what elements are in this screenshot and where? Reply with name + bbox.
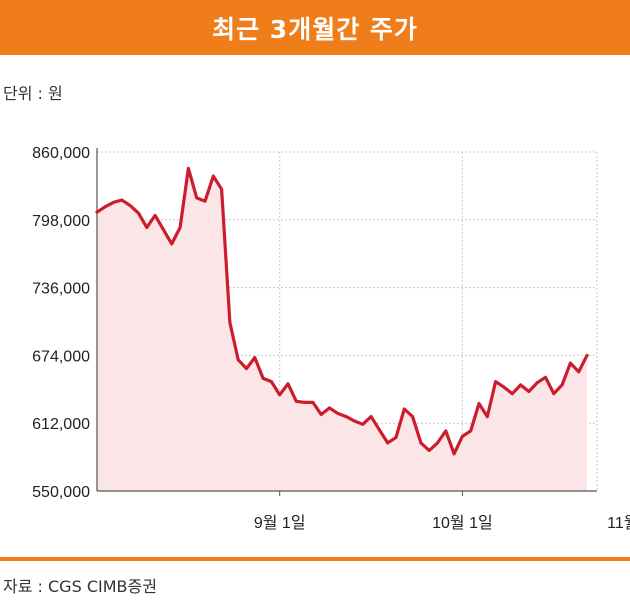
x-tick-label: 10월 1일 — [432, 514, 493, 532]
data-point — [386, 441, 390, 445]
data-point — [245, 367, 248, 370]
price-chart: 860,000 798,000 736,000 674,000 612,000 550,0… — [32, 145, 630, 532]
data-point — [153, 214, 157, 217]
data-point — [394, 436, 398, 439]
unit-label: 단위 : 원 — [3, 84, 63, 103]
data-point — [502, 385, 506, 389]
data-point — [162, 228, 165, 231]
data-point — [311, 401, 315, 404]
data-point — [303, 401, 306, 404]
data-point — [436, 441, 439, 445]
data-point — [444, 429, 448, 433]
data-point — [569, 361, 572, 365]
data-point — [112, 200, 115, 204]
data-point — [427, 449, 431, 452]
data-point — [120, 198, 124, 202]
price-line — [95, 166, 589, 456]
chart-header: 최근 3개월간 주가 — [0, 0, 630, 55]
data-point — [328, 406, 331, 410]
data-point — [369, 415, 373, 418]
data-point — [236, 358, 240, 362]
data-point — [411, 415, 414, 418]
data-point — [178, 226, 182, 229]
data-point — [187, 167, 190, 170]
data-point — [510, 392, 514, 396]
data-point — [485, 415, 489, 418]
data-point — [378, 428, 381, 432]
data-point — [195, 196, 199, 200]
data-point — [319, 413, 323, 416]
data-point — [261, 377, 265, 380]
data-point — [294, 399, 298, 403]
data-point — [477, 402, 481, 405]
data-point — [95, 210, 99, 214]
data-point — [361, 422, 365, 426]
data-point — [527, 390, 531, 393]
y-tick-label: 674,000 — [32, 348, 90, 365]
source-divider — [0, 557, 630, 561]
data-point — [544, 375, 547, 379]
data-point — [560, 383, 564, 387]
y-tick-label: 550,000 — [32, 484, 90, 501]
y-tick-label: 612,000 — [32, 416, 90, 433]
data-point — [519, 383, 522, 387]
x-tick-label: 9월 1일 — [254, 514, 306, 532]
data-point — [278, 393, 282, 397]
y-tick-label: 736,000 — [32, 281, 90, 298]
price-area — [97, 168, 587, 491]
data-point — [211, 174, 215, 178]
y-axis-ticks: 860,000 798,000 736,000 674,000 612,000 550,0… — [32, 145, 90, 501]
points-layer — [95, 167, 589, 456]
data-point — [103, 205, 107, 209]
chart-title: 최근 3개월간 주가 — [212, 14, 418, 44]
x-tick-label: 11월 1일 — [607, 514, 630, 532]
data-point — [128, 204, 132, 207]
data-point — [585, 354, 589, 357]
x-axis-ticks: 9월 1일 10월 1일 11월 1일 — [254, 514, 630, 532]
data-point — [577, 370, 581, 374]
y-tick-label: 798,000 — [32, 213, 90, 230]
source-note: 자료 : CGS CIMB증권 — [3, 577, 157, 596]
data-point — [402, 407, 406, 411]
data-point — [344, 415, 348, 418]
data-point — [353, 419, 356, 423]
data-point — [170, 242, 174, 246]
y-tick-label: 860,000 — [32, 145, 90, 162]
data-point — [494, 380, 497, 383]
data-point — [286, 382, 290, 386]
data-point — [228, 321, 232, 324]
data-point — [203, 199, 207, 203]
data-point — [419, 441, 423, 445]
data-point — [336, 412, 340, 415]
data-point — [535, 381, 539, 385]
data-point — [145, 226, 149, 229]
axis-layer — [96, 148, 597, 496]
data-point — [461, 434, 464, 438]
data-point — [552, 392, 556, 396]
data-point — [220, 187, 224, 191]
data-point — [253, 356, 257, 359]
data-point — [270, 380, 273, 383]
data-point — [137, 211, 140, 215]
data-point — [452, 452, 456, 456]
data-point — [469, 429, 473, 433]
